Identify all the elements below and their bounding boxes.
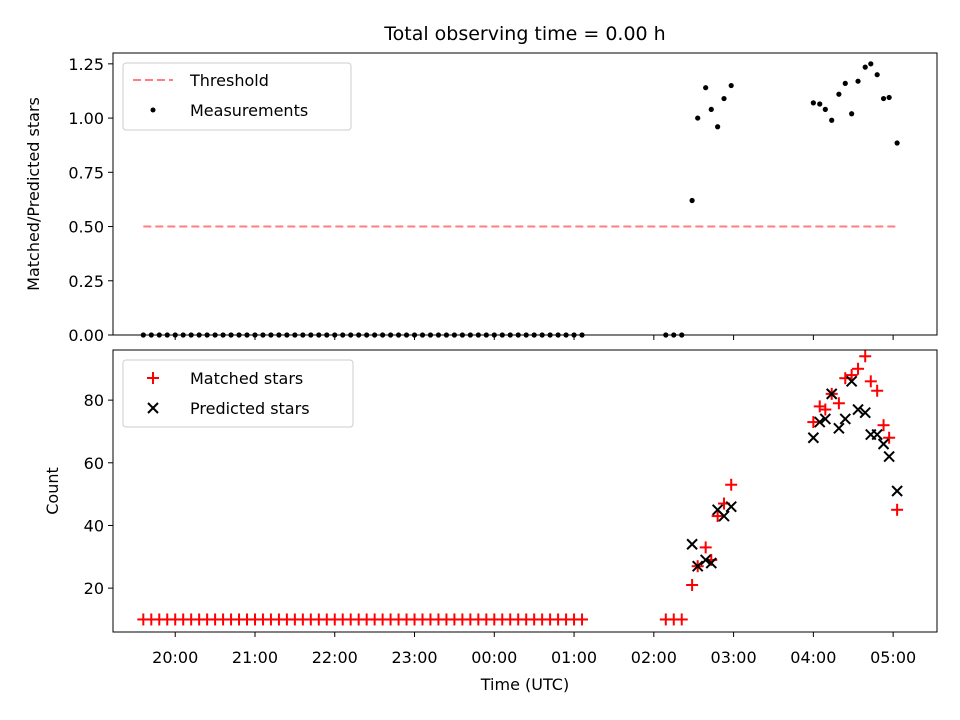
- top-y-tick-label: 1.25: [68, 55, 104, 74]
- matched-legend-label: Matched stars: [190, 369, 303, 388]
- matched-star-point: [891, 503, 904, 516]
- top-legend: Threshold Measurements: [122, 62, 352, 131]
- predicted-star-point: [845, 375, 858, 388]
- x-tick-label: 05:00: [870, 648, 916, 667]
- bottom-y-tick-label: 60: [84, 454, 104, 473]
- matched-star-point: [686, 579, 699, 591]
- matched-star-point: [871, 384, 884, 397]
- measurement-point: [880, 95, 887, 102]
- measurement-point: [855, 78, 861, 84]
- predicted-star-point: [833, 422, 845, 435]
- x-tick-label: 00:00: [471, 648, 517, 667]
- matched-star-point: [819, 403, 832, 416]
- measurement-point: [822, 106, 828, 112]
- x-tick-label: 20:00: [152, 648, 198, 667]
- bottom-axes-frame: [112, 349, 938, 633]
- measurement-point: [894, 140, 900, 146]
- top-y-tick-label: 0.75: [68, 163, 104, 182]
- measurement-point: [842, 80, 848, 86]
- top-y-tick-label: 0.25: [68, 272, 104, 291]
- top-legend-box: [122, 62, 352, 131]
- predicted-star-point: [718, 510, 730, 522]
- measurement-point: [817, 101, 823, 107]
- measurement-point: [810, 100, 816, 106]
- bottom-legend: Matched stars Predicted stars: [122, 359, 354, 428]
- measurement-point: [868, 61, 874, 67]
- measurement-point: [874, 72, 880, 78]
- measurement-point: [689, 197, 695, 204]
- x-tick-label: 23:00: [391, 648, 437, 667]
- bottom-y-tick-label: 40: [84, 516, 104, 535]
- matched-star-point: [883, 431, 896, 444]
- threshold-legend-label: Threshold: [189, 71, 269, 90]
- predicted-star-point: [691, 560, 704, 572]
- x-axis-label: Time (UTC): [480, 675, 569, 694]
- matched-star-point: [807, 416, 820, 429]
- predicted-star-point: [883, 450, 895, 463]
- predicted-star-point: [891, 485, 903, 497]
- measurements-legend-swatch: [150, 107, 156, 113]
- matched-star-point: [852, 362, 865, 375]
- measurement-point: [836, 91, 842, 97]
- top-y-tick-label: 1.00: [68, 109, 104, 128]
- x-tick-label: 01:00: [551, 648, 597, 667]
- bottom-y-tick-label: 80: [84, 391, 104, 410]
- predicted-star-point: [877, 438, 890, 450]
- matched-star-point: [832, 397, 845, 410]
- measurements-legend-label: Measurements: [190, 101, 308, 120]
- x-tick-label: 22:00: [312, 648, 358, 667]
- predicted-star-point: [839, 413, 851, 425]
- predicted-star-point: [807, 432, 820, 444]
- predicted-star-point: [814, 416, 826, 428]
- bottom-y-axis-label: Count: [43, 467, 62, 515]
- top-panel: Total observing time = 0.00 h Matched/Pr…: [24, 23, 938, 338]
- bottom-panel: Count Time (UTC) Matched stars Predicted…: [43, 349, 938, 694]
- matched-star-point: [675, 613, 688, 626]
- bottom-legend-box: [122, 359, 354, 428]
- matched-star-point: [864, 375, 877, 388]
- matched-star-point: [877, 419, 890, 432]
- measurement-point: [862, 64, 868, 70]
- predicted-star-point: [686, 538, 698, 550]
- predicted-star-point: [819, 413, 832, 425]
- predicted-star-point: [852, 403, 864, 416]
- matched-star-point: [725, 478, 738, 491]
- top-axes-frame: [112, 52, 938, 336]
- top-y-tick-label: 0.00: [68, 326, 104, 345]
- matched-legend-swatch: [147, 372, 159, 384]
- measurement-point: [721, 95, 727, 102]
- measurement-point: [708, 106, 714, 112]
- predicted-star-point: [859, 406, 871, 419]
- predicted-star-point: [725, 500, 737, 513]
- x-tick-label: 21:00: [232, 648, 278, 667]
- matched-star-point: [859, 350, 872, 363]
- top-y-axis-label: Matched/Predicted stars: [24, 97, 43, 291]
- predicted-star-point: [825, 388, 838, 400]
- x-tick-label: 04:00: [790, 648, 836, 667]
- matched-star-point: [576, 613, 589, 626]
- predicted-star-point: [699, 554, 712, 566]
- x-tick-label: 02:00: [631, 648, 677, 667]
- bottom-y-tick-label: 20: [84, 579, 104, 598]
- predicted-star-point: [871, 428, 883, 441]
- measurement-point: [703, 85, 709, 91]
- measurement-point: [829, 117, 835, 123]
- measurement-point: [715, 124, 721, 130]
- top-y-tick-label: 0.50: [68, 218, 104, 237]
- bottom-plot-area: [137, 350, 904, 626]
- chart-title: Total observing time = 0.00 h: [383, 23, 665, 45]
- measurement-point: [728, 82, 734, 89]
- matched-star-point: [845, 369, 858, 382]
- predicted-star-point: [705, 557, 717, 569]
- x-tick-label: 03:00: [711, 648, 757, 667]
- measurement-point: [849, 111, 855, 117]
- measurement-point: [695, 115, 701, 121]
- predicted-legend-swatch: [147, 402, 159, 414]
- measurement-point: [886, 94, 892, 101]
- matched-star-point: [711, 510, 724, 523]
- matched-star-point: [699, 541, 712, 554]
- predicted-legend-label: Predicted stars: [190, 399, 310, 418]
